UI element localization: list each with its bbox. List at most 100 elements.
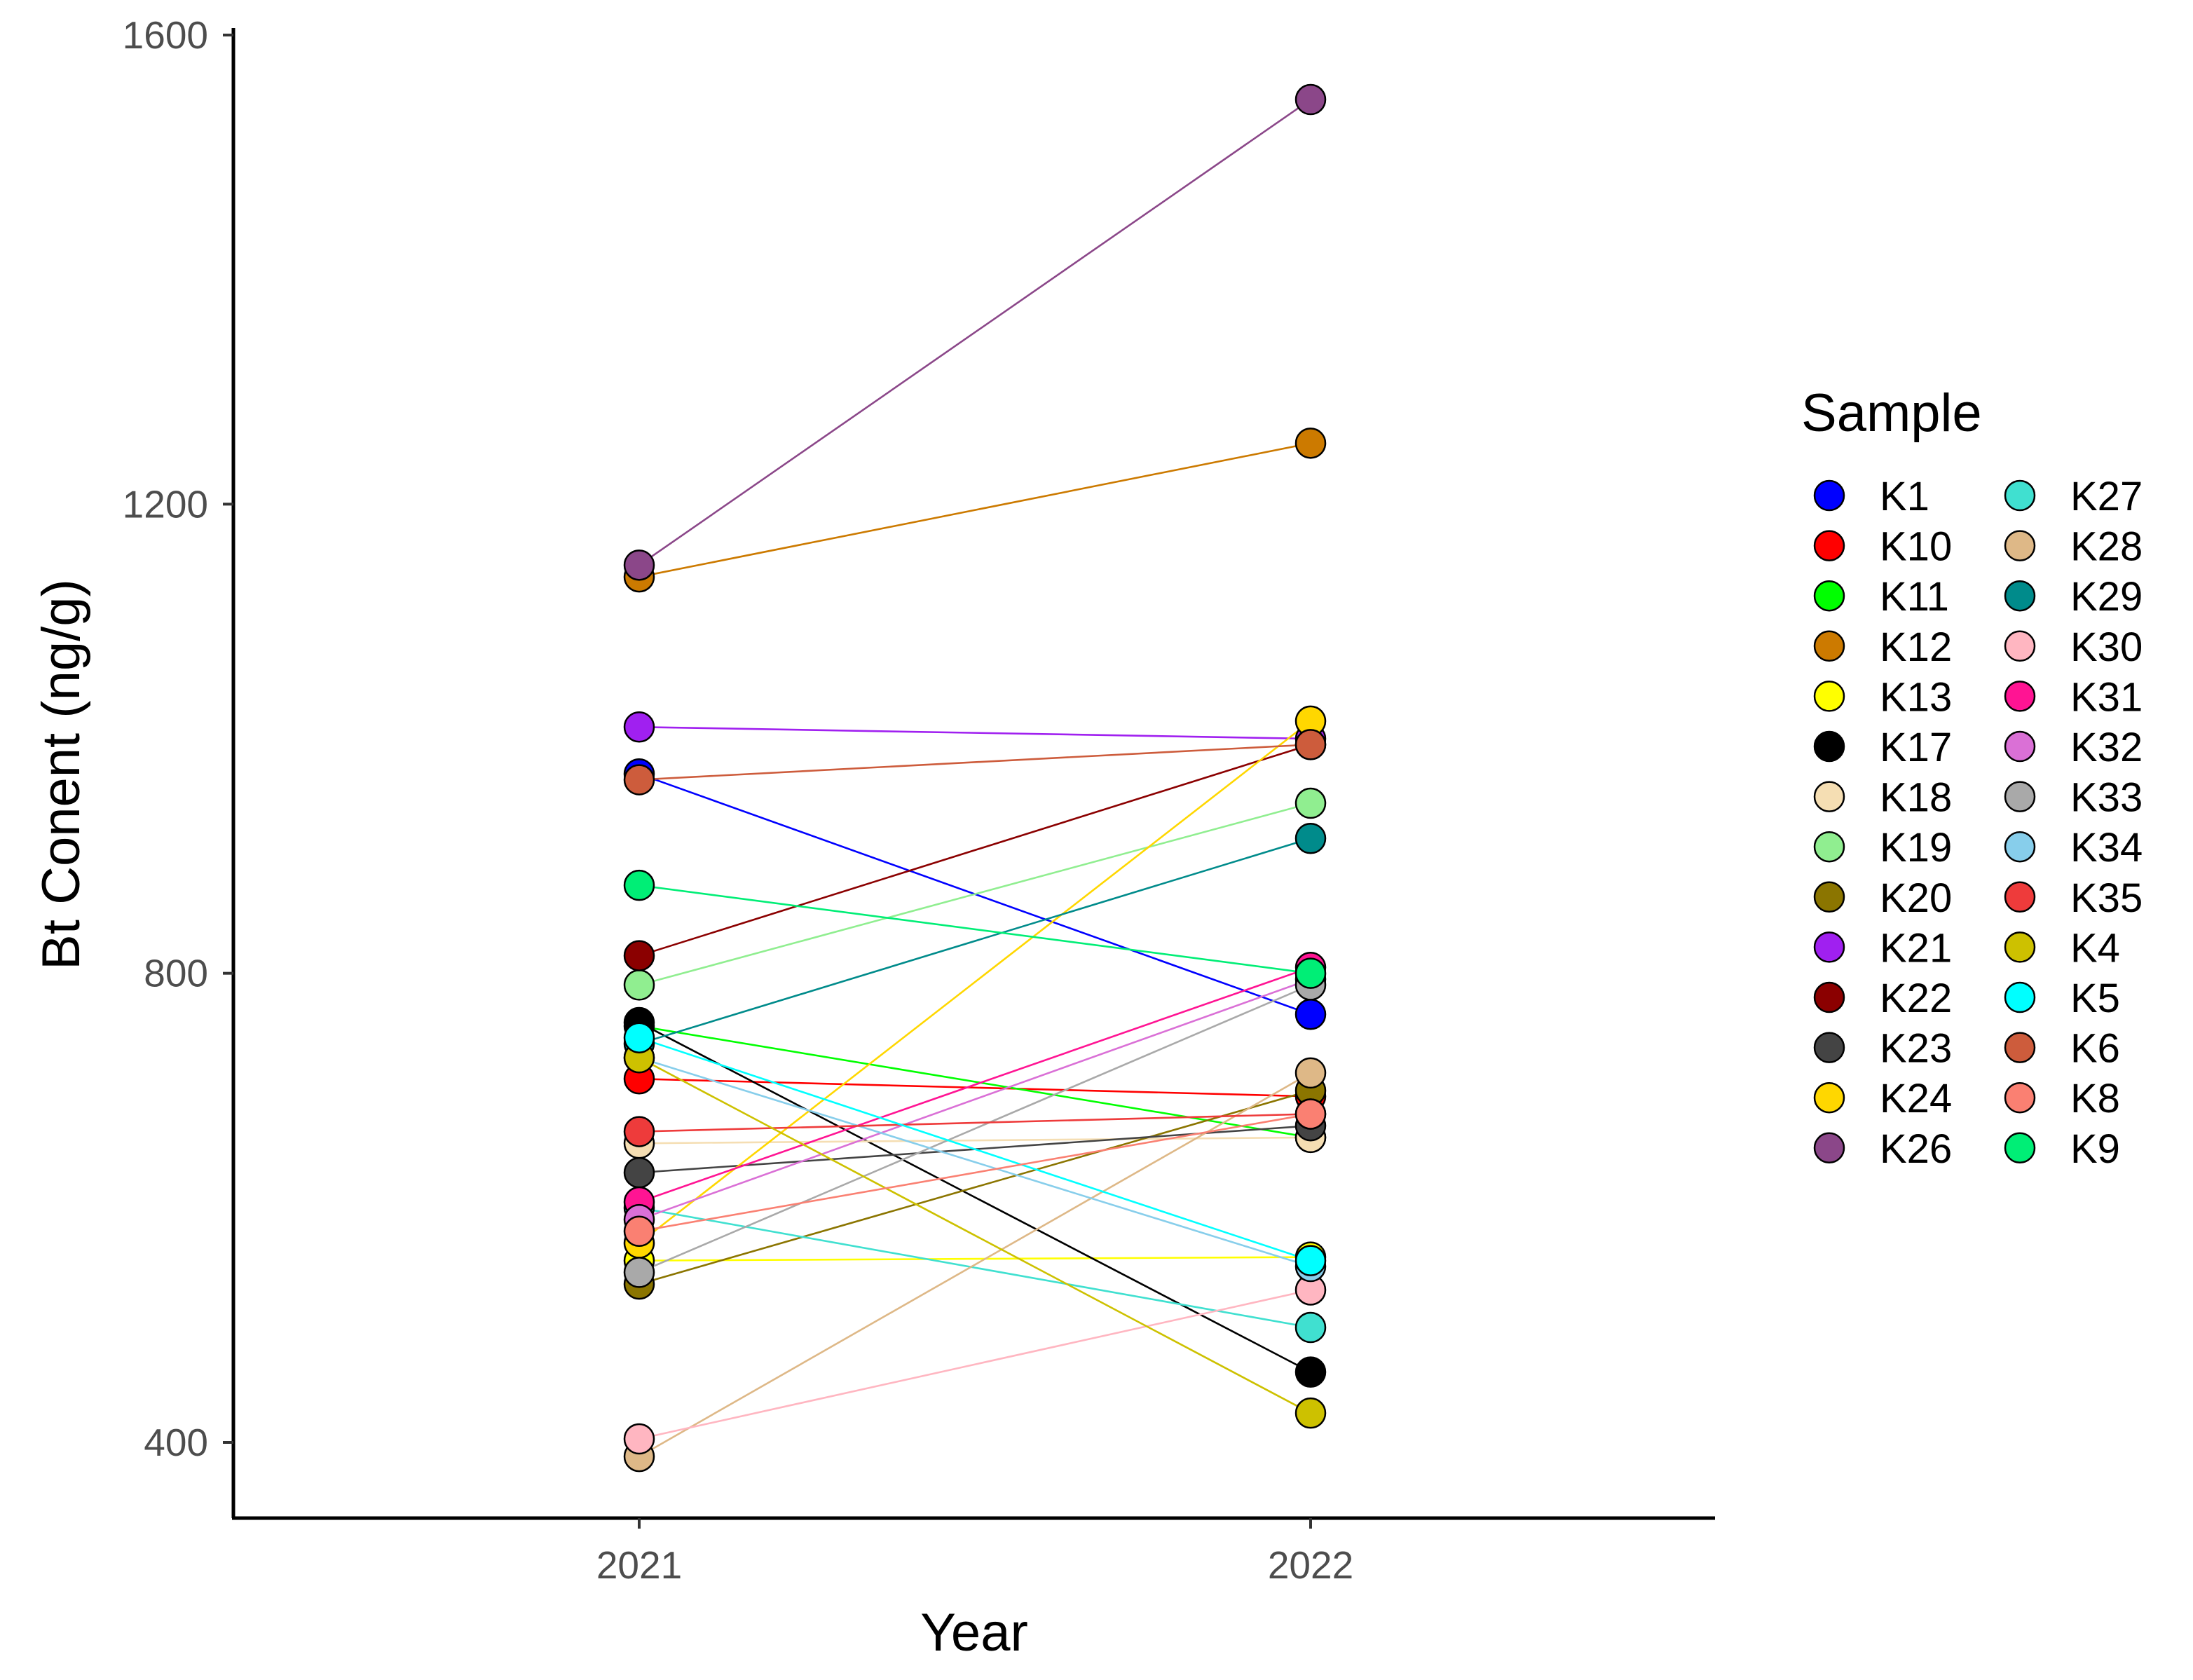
legend-item-k34: K34 — [2004, 825, 2143, 870]
legend-label: K20 — [1880, 875, 1952, 921]
series-line-k13 — [638, 1256, 1311, 1262]
legend-swatch — [1813, 1032, 1845, 1063]
x-tick-label: 2022 — [1268, 1543, 1353, 1587]
legend-label: K24 — [1880, 1076, 1952, 1121]
point-k9-2022 — [1294, 957, 1327, 989]
point-k30-2021 — [623, 1423, 655, 1455]
legend-label: K9 — [2070, 1126, 2120, 1172]
legend-label: K8 — [2070, 1076, 2120, 1121]
legend-swatch — [2004, 831, 2036, 863]
legend-item-k23: K23 — [1813, 1026, 1952, 1072]
legend-title: Sample — [1801, 383, 1982, 443]
legend-label: K31 — [2070, 674, 2143, 720]
legend-label: K1 — [1880, 474, 1929, 519]
x-axis-ticks: 2021 2022 — [596, 1518, 1353, 1587]
series-line-k9 — [638, 884, 1311, 974]
legend-item-k26: K26 — [1813, 1126, 1952, 1172]
legend-label: K17 — [1880, 725, 1952, 770]
legend-item-k29: K29 — [2004, 574, 2143, 620]
legend-item-k10: K10 — [1813, 524, 1952, 570]
legend-label: K18 — [1880, 775, 1952, 821]
legend-swatch — [2004, 530, 2036, 561]
series-line-k22 — [638, 744, 1311, 957]
legend-label: K21 — [1880, 925, 1952, 971]
legend-item-k31: K31 — [2004, 674, 2143, 720]
legend-item-k8: K8 — [2004, 1076, 2120, 1121]
legend-swatch — [2004, 931, 2036, 963]
point-k21-2021 — [623, 711, 655, 743]
series-line-k29 — [638, 837, 1311, 1045]
legend-swatch — [2004, 630, 2036, 662]
legend-label: K4 — [2070, 925, 2120, 971]
series-line-k8 — [638, 1113, 1311, 1233]
series-line-k11 — [638, 1025, 1311, 1139]
legend-label: K26 — [1880, 1126, 1952, 1172]
legend-label: K35 — [2070, 875, 2143, 921]
point-k4-2022 — [1294, 1397, 1327, 1429]
point-k33-2021 — [623, 1257, 655, 1288]
series-line-k21 — [638, 725, 1311, 740]
point-k27-2022 — [1294, 1311, 1327, 1344]
legend-label: K23 — [1880, 1026, 1952, 1072]
legend-label: K11 — [1880, 574, 1949, 620]
legend-swatch — [1813, 881, 1845, 913]
series-line-k32 — [638, 978, 1311, 1221]
series-line-k24 — [638, 720, 1311, 1244]
legend-item-k20: K20 — [1813, 875, 1952, 921]
legend-item-k30: K30 — [2004, 624, 2143, 670]
legend-swatch — [1813, 479, 1845, 512]
legend-label: K33 — [2070, 775, 2143, 821]
series-line-k20 — [638, 1089, 1311, 1285]
point-k6-2021 — [623, 764, 655, 795]
legend-swatch — [2004, 479, 2036, 512]
series-line-k34 — [638, 1056, 1311, 1268]
point-k22-2021 — [623, 940, 655, 971]
point-k29-2022 — [1294, 822, 1327, 854]
legend-item-k12: K12 — [1813, 624, 1952, 670]
legend-swatch — [1813, 981, 1845, 1013]
point-k35-2021 — [623, 1116, 655, 1147]
legend-item-k21: K21 — [1813, 925, 1952, 971]
legend-item-k17: K17 — [1813, 725, 1952, 770]
y-tick-label: 1600 — [123, 13, 208, 57]
legend-item-k27: K27 — [2004, 474, 2143, 519]
legend-item-k35: K35 — [2004, 875, 2143, 921]
y-tick-label: 1200 — [123, 482, 208, 526]
legend-item-k4: K4 — [2004, 925, 2120, 971]
legend-swatch — [1813, 781, 1845, 812]
legend-label: K19 — [1880, 825, 1952, 870]
y-axis-ticks: 400 800 1200 1600 — [123, 13, 233, 1464]
legend-label: K28 — [2070, 524, 2143, 570]
legend-item-k22: K22 — [1813, 976, 1952, 1021]
point-k26-2021 — [623, 549, 655, 581]
point-k28-2022 — [1294, 1057, 1327, 1089]
legend-item-k28: K28 — [2004, 524, 2143, 570]
legend-swatch — [1813, 530, 1845, 561]
point-k19-2021 — [623, 969, 655, 1001]
series-line-k18 — [638, 1136, 1311, 1145]
series-line-k31 — [638, 967, 1311, 1203]
legend-item-k5: K5 — [2004, 976, 2120, 1021]
legend-swatch — [1813, 831, 1845, 863]
series-line-k28 — [638, 1072, 1311, 1458]
legend-item-k6: K6 — [2004, 1026, 2120, 1072]
legend-swatch — [1813, 1081, 1845, 1114]
x-axis-title: Year — [920, 1603, 1028, 1662]
legend-swatch — [1813, 630, 1845, 662]
point-k23-2021 — [623, 1156, 655, 1189]
point-k6-2022 — [1294, 729, 1327, 760]
legend-swatch — [1813, 1132, 1845, 1164]
legend-label: K10 — [1880, 524, 1952, 570]
x-tick-label: 2021 — [596, 1543, 682, 1587]
legend-swatch — [2004, 881, 2036, 913]
legend-swatch — [1813, 730, 1845, 763]
legend-swatch — [1813, 681, 1845, 712]
point-k8-2022 — [1294, 1098, 1327, 1130]
point-k9-2021 — [623, 869, 655, 901]
legend-item-k18: K18 — [1813, 775, 1952, 821]
series-line-k17 — [638, 1021, 1311, 1373]
legend-swatch — [2004, 1032, 2036, 1063]
legend-label: K30 — [2070, 624, 2143, 670]
